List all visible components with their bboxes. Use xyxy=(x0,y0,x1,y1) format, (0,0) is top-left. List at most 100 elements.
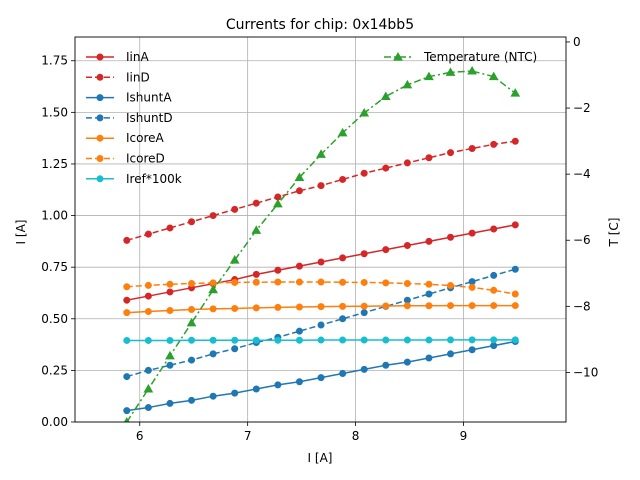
legend-label: Temperature (NTC) xyxy=(423,50,537,64)
y-tick-label: 0.75 xyxy=(41,260,68,274)
data-point-temperature-ntc xyxy=(251,225,262,234)
legend-marker xyxy=(96,53,104,61)
data-point-icorea xyxy=(490,302,498,310)
series-temperature-ntc xyxy=(123,66,521,422)
data-point-iref-100k xyxy=(403,336,411,344)
y-tick-label: 0.00 xyxy=(41,415,68,429)
legend-item-temperature-ntc: Temperature (NTC) xyxy=(384,50,537,64)
data-point-temperature-ntc xyxy=(294,172,305,181)
data-point-iind xyxy=(425,154,433,162)
data-point-ishunta xyxy=(144,404,152,412)
legend-marker xyxy=(96,175,104,183)
legend-item-iref-100k: Iref*100k xyxy=(86,172,182,186)
data-point-iind xyxy=(144,230,152,238)
data-point-iind xyxy=(317,182,325,190)
y-tick-label: 1.00 xyxy=(41,209,68,223)
data-point-iind xyxy=(231,205,239,213)
data-point-iref-100k xyxy=(231,336,239,344)
data-point-icorea xyxy=(231,304,239,312)
data-point-icorea xyxy=(339,302,347,310)
data-point-icorea xyxy=(511,302,519,310)
data-point-iind xyxy=(403,159,411,167)
data-point-ishunta xyxy=(295,378,303,386)
data-point-icorea xyxy=(188,305,196,313)
legend-left: IinA IinD IshuntA IshuntD IcoreA IcoreD Iref*1… xyxy=(86,50,182,186)
x-axis-label: I [A] xyxy=(308,451,333,465)
data-point-iref-100k xyxy=(123,336,131,344)
data-point-iind xyxy=(209,212,217,220)
legend-marker xyxy=(96,94,104,102)
data-point-icorea xyxy=(360,302,368,310)
legend-item-icored: IcoreD xyxy=(86,152,165,166)
data-point-ishuntd xyxy=(123,373,131,381)
data-point-icored xyxy=(339,278,347,286)
data-point-iina xyxy=(166,288,174,296)
data-point-iref-100k xyxy=(252,336,260,344)
data-point-icored xyxy=(468,283,476,291)
data-point-iind xyxy=(166,224,174,232)
data-point-icorea xyxy=(209,305,217,313)
data-point-iref-100k xyxy=(468,336,476,344)
y2-tick-label: −10 xyxy=(573,365,598,379)
data-point-ishuntd xyxy=(166,361,174,369)
y-tick-label: 0.25 xyxy=(41,363,68,377)
data-point-ishunta xyxy=(490,342,498,350)
data-point-iina xyxy=(317,258,325,266)
data-point-icored xyxy=(382,279,390,287)
data-point-icorea xyxy=(468,302,476,310)
data-point-temperature-ntc xyxy=(510,88,521,97)
data-point-ishunta xyxy=(274,381,282,389)
data-point-icorea xyxy=(144,308,152,316)
y2-tick-label: −6 xyxy=(573,233,591,247)
data-point-iina xyxy=(425,237,433,245)
data-point-icored xyxy=(231,278,239,286)
data-point-icorea xyxy=(252,304,260,312)
data-point-iina xyxy=(468,229,476,237)
data-point-iind xyxy=(123,236,131,244)
legend-item-ishunta: IshuntA xyxy=(86,91,172,105)
data-point-iind xyxy=(468,144,476,152)
data-point-temperature-ntc xyxy=(445,67,456,76)
data-point-iref-100k xyxy=(166,336,174,344)
data-point-iina xyxy=(511,221,519,229)
data-point-iref-100k xyxy=(360,336,368,344)
data-point-iref-100k xyxy=(447,336,455,344)
data-point-ishunta xyxy=(425,354,433,362)
data-point-iref-100k xyxy=(295,336,303,344)
data-point-ishuntd xyxy=(295,327,303,335)
data-point-iind xyxy=(295,187,303,195)
plot-frame xyxy=(74,36,567,423)
data-point-iina xyxy=(382,246,390,254)
data-point-iref-100k xyxy=(511,336,519,344)
data-point-temperature-ntc xyxy=(380,91,391,100)
legend-label: IcoreD xyxy=(126,152,165,166)
data-point-icored xyxy=(166,280,174,288)
legend-marker xyxy=(96,114,104,122)
data-point-icored xyxy=(188,279,196,287)
data-point-iind xyxy=(252,199,260,207)
data-point-iref-100k xyxy=(339,336,347,344)
data-point-ishuntd xyxy=(425,290,433,298)
data-point-temperature-ntc xyxy=(273,198,283,208)
data-point-temperature-ntc xyxy=(186,317,197,327)
data-point-iind xyxy=(188,218,196,226)
legend-label: IinA xyxy=(126,50,149,64)
data-point-ishuntd xyxy=(144,366,152,374)
data-point-icored xyxy=(123,283,131,291)
series-iref-100k xyxy=(123,336,519,344)
legend-label: IshuntA xyxy=(126,91,172,105)
legend-item-iina: IinA xyxy=(86,50,149,64)
legend-right: Temperature (NTC) xyxy=(384,50,537,64)
data-point-icored xyxy=(252,278,260,286)
data-point-icorea xyxy=(425,302,433,310)
data-point-icored xyxy=(490,286,498,294)
data-point-ishunta xyxy=(403,358,411,366)
data-point-ishunta xyxy=(123,407,131,415)
data-point-iref-100k xyxy=(490,336,498,344)
data-point-temperature-ntc xyxy=(165,350,175,360)
data-point-ishuntd xyxy=(360,309,368,317)
data-point-iina xyxy=(252,270,260,278)
y-tick-label: 0.50 xyxy=(41,312,68,326)
data-point-ishuntd xyxy=(231,345,239,353)
